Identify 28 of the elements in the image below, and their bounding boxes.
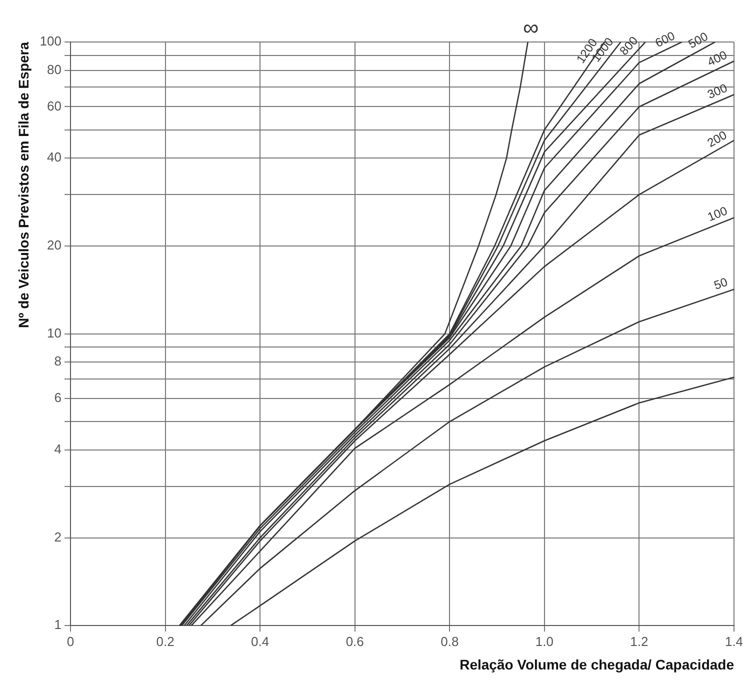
y-tick-label: 2 xyxy=(54,529,62,544)
y-tick-label: 4 xyxy=(54,441,62,456)
x-tick-label: 0.4 xyxy=(251,634,270,649)
series-label: ∞ xyxy=(522,15,539,40)
x-tick-label: 0 xyxy=(66,634,74,649)
x-tick-label: 0.2 xyxy=(156,634,174,649)
y-tick-label: 40 xyxy=(47,150,62,165)
y-tick-label: 1 xyxy=(54,617,62,632)
text: 50 xyxy=(712,274,730,292)
y-tick-label: 80 xyxy=(47,62,62,77)
x-tick-label: 0.6 xyxy=(346,634,364,649)
text: 600 xyxy=(653,28,678,50)
y-tick-label: 60 xyxy=(47,98,62,114)
text: 800 xyxy=(616,33,641,58)
y-axis-title: Nº de Veiculos Previstos em Fila de Espera xyxy=(15,42,32,328)
x-tick-label: 1.0 xyxy=(535,634,554,649)
x-tick-label: 0.8 xyxy=(440,634,459,649)
x-axis-title: Relação Volume de chegada/ Capacidade xyxy=(460,656,734,672)
y-tick-label: 8 xyxy=(54,354,62,369)
x-tick-label: 1.2 xyxy=(630,634,648,649)
y-tick-label: 6 xyxy=(54,390,62,406)
y-tick-label: 20 xyxy=(47,238,62,253)
y-tick-label: 10 xyxy=(47,325,62,340)
y-tick-label: 100 xyxy=(40,34,62,49)
text: 300 xyxy=(705,80,730,102)
x-tick-label: 1.4 xyxy=(724,634,744,649)
text: 100 xyxy=(705,204,730,224)
text: 200 xyxy=(704,128,730,150)
